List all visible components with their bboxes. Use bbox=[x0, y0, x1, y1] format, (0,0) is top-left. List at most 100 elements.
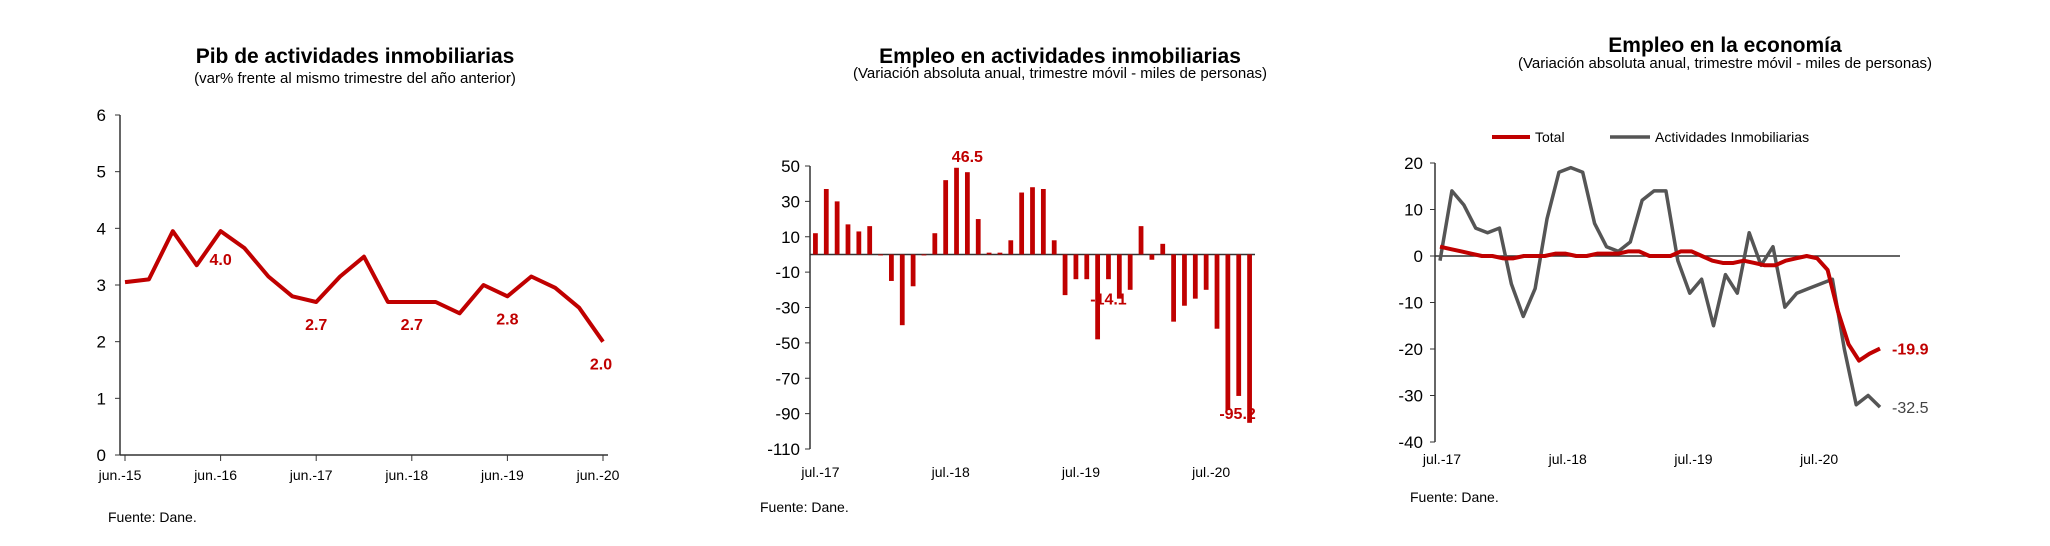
bar bbox=[910, 254, 916, 287]
bar bbox=[964, 172, 970, 255]
bar bbox=[834, 201, 840, 255]
bar bbox=[1127, 254, 1133, 290]
bar bbox=[1192, 254, 1198, 299]
y-tick-label: 20 bbox=[1404, 154, 1423, 173]
x-tick-label: jun.-18 bbox=[384, 467, 428, 483]
source-note: Fuente: Dane. bbox=[108, 509, 197, 525]
data-label: -14.1 bbox=[1090, 291, 1127, 308]
x-tick-label: jun.-19 bbox=[480, 467, 524, 483]
bar bbox=[943, 180, 949, 255]
y-tick-label: 10 bbox=[781, 228, 800, 247]
pib-series-line bbox=[124, 229, 605, 343]
empleo-inmob-chart-svg: Empleo en actividades inmobiliarias (Var… bbox=[760, 45, 1268, 515]
y-tick-label: -10 bbox=[1398, 294, 1423, 313]
bar bbox=[1106, 254, 1111, 280]
bar bbox=[1008, 240, 1014, 255]
y-tick-label: -30 bbox=[1398, 387, 1423, 406]
bar bbox=[1062, 254, 1068, 296]
x-tick-label: jul.-20 bbox=[1799, 451, 1838, 467]
x-tick-label: jul.-19 bbox=[1061, 464, 1100, 480]
x-tick-label: jul.-20 bbox=[1191, 464, 1230, 480]
bar bbox=[1225, 254, 1231, 411]
x-tick-label: jun.-16 bbox=[193, 467, 237, 483]
chart-pib-inmobiliarias: Pib de actividades inmobiliarias (var% f… bbox=[0, 0, 660, 546]
end-label: -19.9 bbox=[1892, 342, 1929, 359]
y-tick-label: 30 bbox=[781, 192, 800, 211]
data-label: 46.5 bbox=[952, 149, 983, 166]
bar bbox=[1214, 254, 1220, 329]
x-tick-label: jun.-15 bbox=[98, 467, 142, 483]
data-label: 2.0 bbox=[590, 357, 612, 374]
chart-title: Empleo en la economía bbox=[1608, 34, 1842, 57]
data-label: 2.7 bbox=[401, 317, 423, 334]
bar bbox=[1236, 254, 1242, 396]
y-tick-label: -90 bbox=[775, 405, 800, 424]
total-series-line bbox=[1439, 244, 1881, 363]
source-note: Fuente: Dane. bbox=[1410, 489, 1499, 505]
data-label: -95.2 bbox=[1219, 406, 1256, 423]
bar bbox=[975, 219, 981, 255]
bar bbox=[1149, 254, 1155, 260]
chart-title: Empleo en actividades inmobiliarias bbox=[879, 45, 1241, 68]
bar bbox=[856, 231, 862, 255]
bar bbox=[899, 254, 905, 326]
bar bbox=[1160, 243, 1166, 255]
bar bbox=[1030, 187, 1035, 255]
bar bbox=[1084, 254, 1090, 280]
y-tick-label: 0 bbox=[1414, 247, 1423, 266]
legend-label-inmobiliarias: Actividades Inmobiliarias bbox=[1655, 129, 1809, 145]
x-tick-label: jul.-18 bbox=[931, 464, 970, 480]
y-tick-label: -70 bbox=[775, 369, 800, 388]
bar bbox=[867, 226, 873, 255]
bar bbox=[932, 233, 938, 255]
chart-subtitle: (var% frente al mismo trimestre del año … bbox=[194, 70, 516, 87]
data-label: 2.8 bbox=[496, 311, 518, 328]
x-tick-label: jul.-19 bbox=[1673, 451, 1712, 467]
y-tick-label: -110 bbox=[767, 440, 800, 459]
x-tick-label: jun.-20 bbox=[576, 467, 620, 483]
chart-title: Pib de actividades inmobiliarias bbox=[196, 45, 515, 68]
pib-chart-svg: Pib de actividades inmobiliarias (var% f… bbox=[97, 45, 620, 525]
chart-subtitle-box: (Variación absoluta anual, trimestre móv… bbox=[1517, 55, 1933, 72]
bar bbox=[954, 167, 959, 255]
y-tick-label: -40 bbox=[1398, 433, 1423, 452]
x-tick-label: jul.-18 bbox=[1548, 451, 1587, 467]
bar bbox=[1051, 240, 1057, 255]
bar bbox=[1171, 254, 1176, 322]
y-tick-label: -30 bbox=[775, 299, 800, 318]
chart-subtitle: (Variación absoluta anual, trimestre móv… bbox=[1517, 55, 1933, 72]
empleo-economia-chart-svg: Empleo en la economía (Variación absolut… bbox=[1398, 34, 1933, 505]
bar bbox=[986, 252, 992, 255]
bar bbox=[1073, 254, 1079, 280]
y-tick-label: 4 bbox=[97, 219, 106, 238]
bar bbox=[921, 254, 927, 256]
y-tick-label: 50 bbox=[781, 157, 800, 176]
bar bbox=[1182, 254, 1187, 306]
source-note: Fuente: Dane. bbox=[760, 499, 849, 515]
bar bbox=[1095, 254, 1101, 340]
bar bbox=[889, 254, 894, 281]
chart-subtitle: (Variación absoluta anual, trimestre móv… bbox=[852, 65, 1268, 82]
y-tick-label: 0 bbox=[97, 446, 106, 465]
y-tick-label: 3 bbox=[97, 276, 106, 295]
x-tick-label: jul.-17 bbox=[800, 464, 839, 480]
bar bbox=[1019, 192, 1025, 255]
y-tick-label: 1 bbox=[97, 389, 106, 408]
data-label: 4.0 bbox=[209, 252, 231, 269]
bar bbox=[1247, 254, 1252, 423]
y-tick-label: -50 bbox=[775, 334, 800, 353]
bar bbox=[1138, 226, 1144, 255]
inmobiliarias-series-line bbox=[1438, 165, 1882, 409]
end-label: -32.5 bbox=[1892, 400, 1929, 417]
bar bbox=[813, 233, 818, 255]
bar bbox=[1203, 254, 1209, 290]
chart-empleo-economia: Empleo en la economía (Variación absolut… bbox=[1380, 0, 2050, 546]
y-tick-label: -20 bbox=[1398, 340, 1423, 359]
y-tick-label: -10 bbox=[775, 263, 800, 282]
bar bbox=[845, 224, 851, 255]
bar bbox=[878, 254, 883, 256]
bar bbox=[1116, 254, 1122, 299]
y-tick-label: 5 bbox=[97, 163, 106, 182]
bar bbox=[997, 252, 1003, 255]
bar bbox=[823, 188, 829, 255]
